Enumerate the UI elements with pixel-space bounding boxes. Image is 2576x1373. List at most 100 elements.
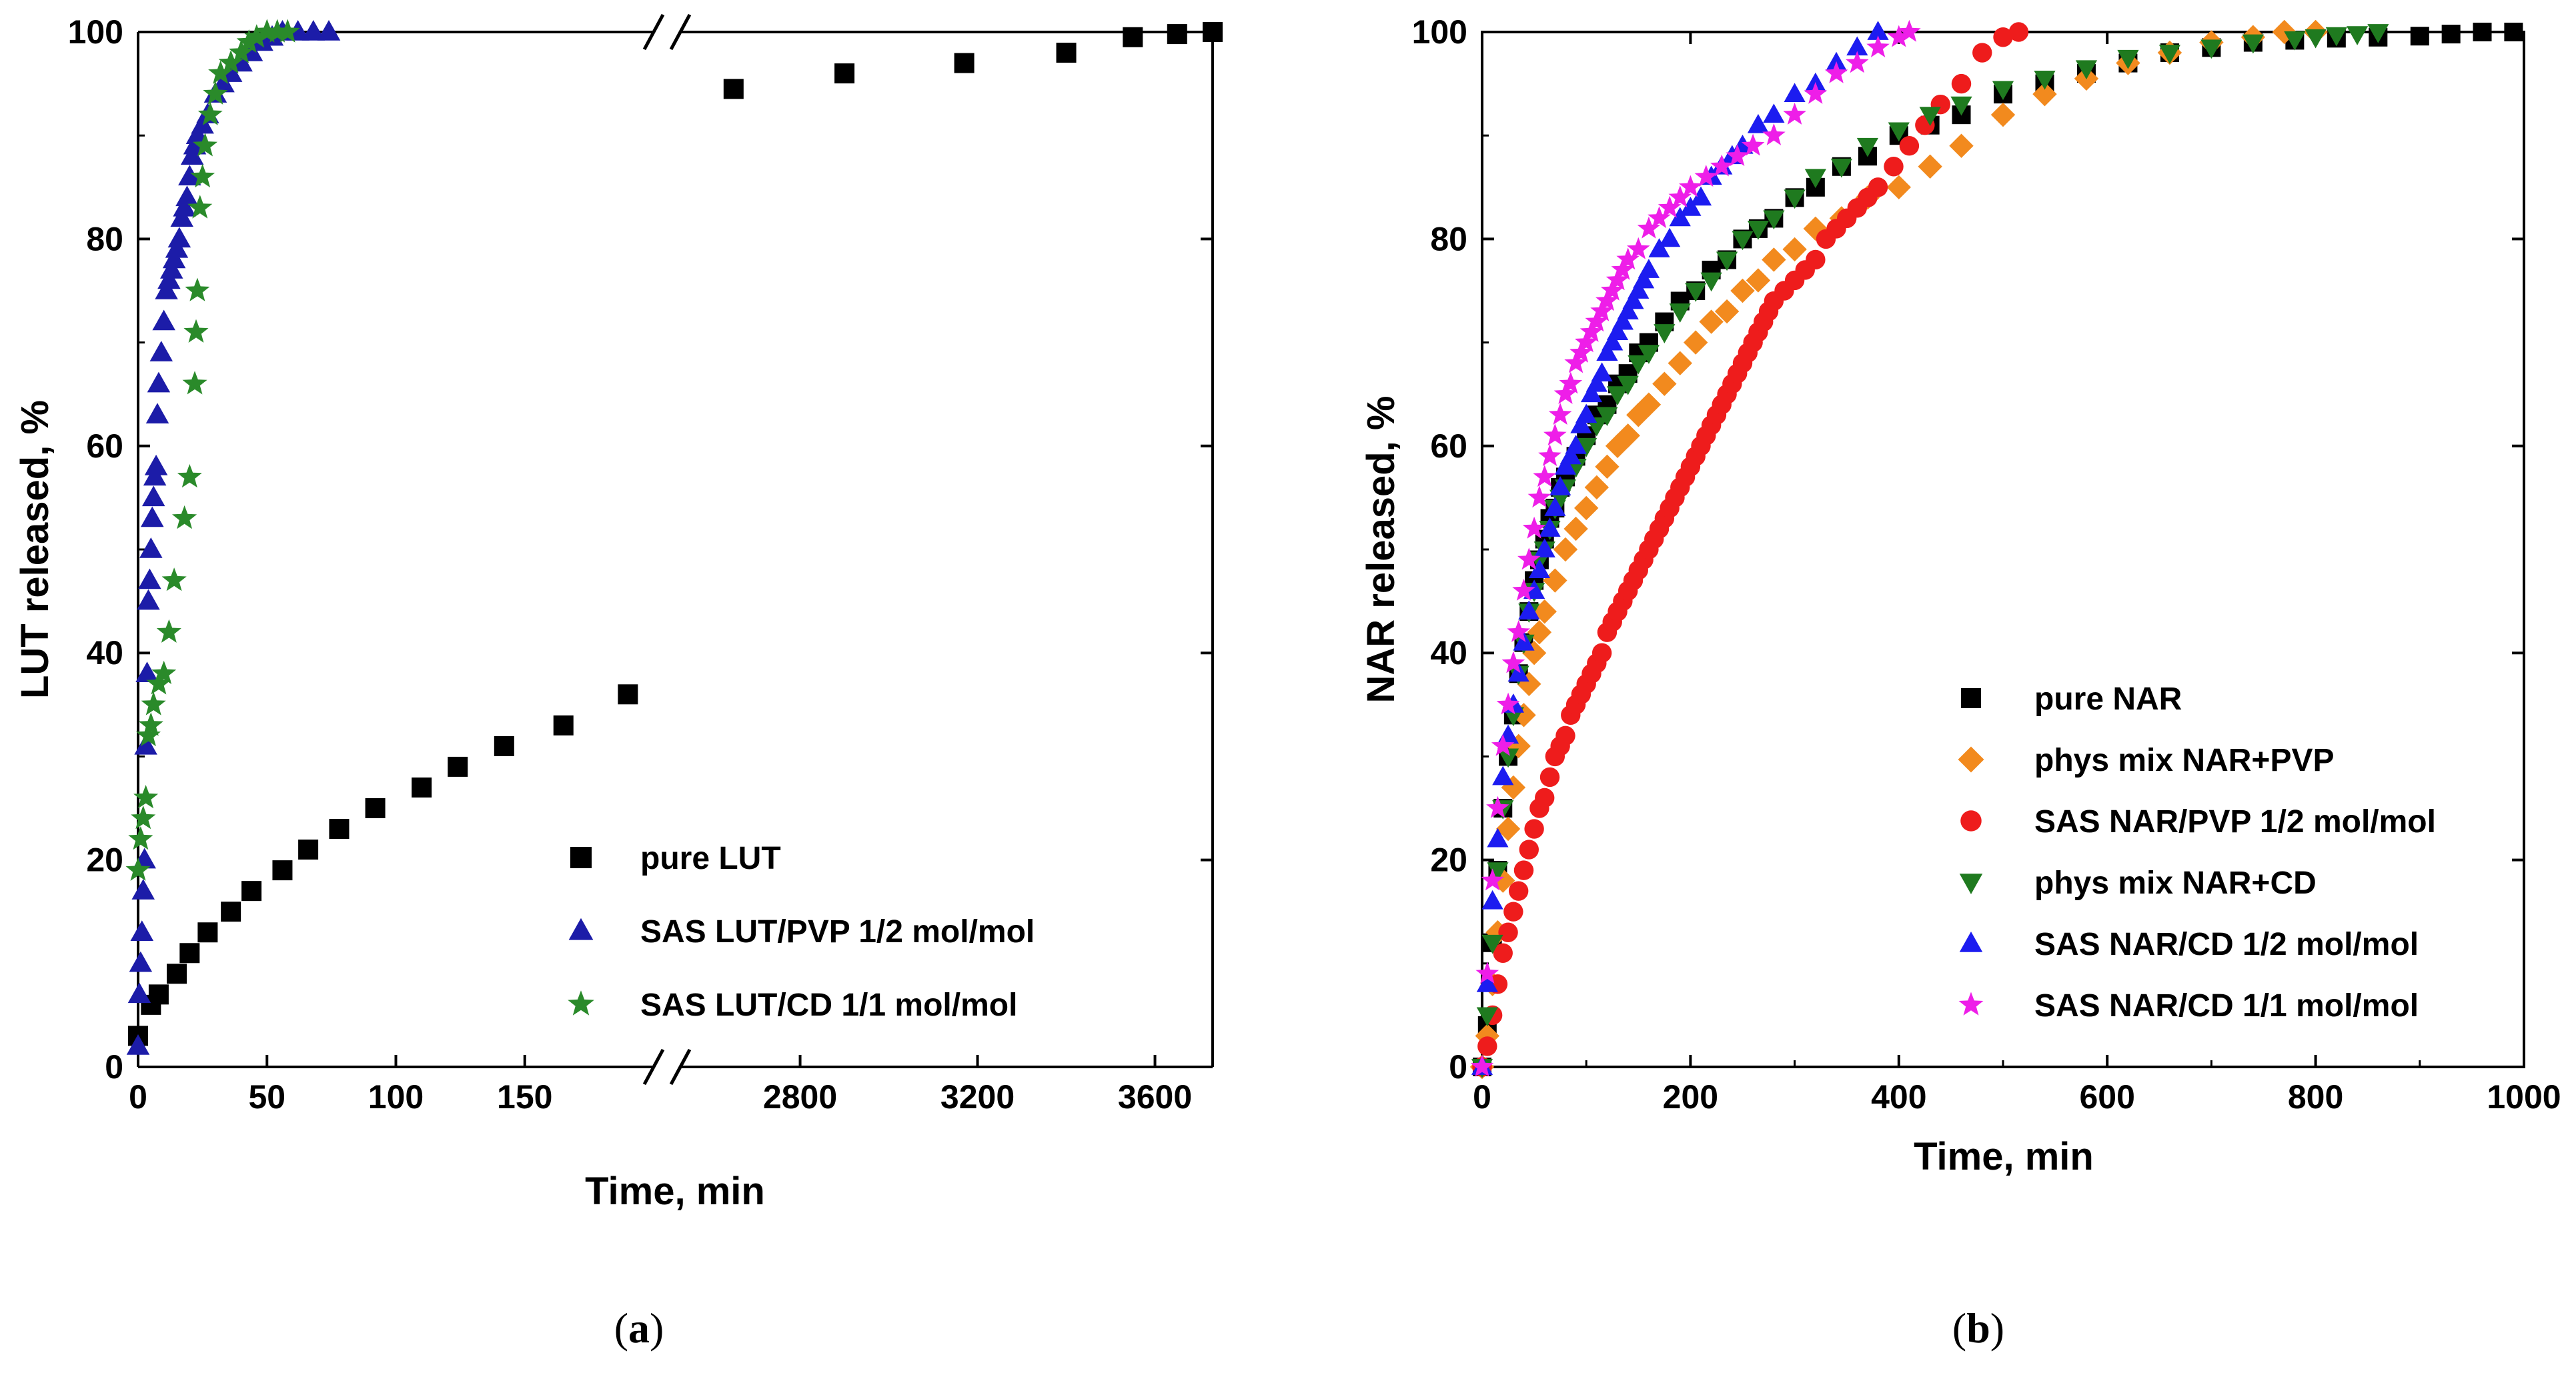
data-point [1521, 641, 1547, 665]
legend-label: SAS NAR/PVP 1/2 mol/mol [2034, 804, 2436, 840]
data-point [182, 371, 207, 395]
data-point [2504, 23, 2523, 41]
data-point [1633, 269, 1655, 289]
data-point [1575, 403, 1597, 423]
data-point [1476, 973, 1498, 992]
data-point [1507, 620, 1530, 642]
data-point [127, 982, 151, 1004]
data-point [1203, 22, 1223, 42]
data-point [1652, 371, 1677, 396]
data-point [1527, 619, 1552, 645]
data-point [2200, 39, 2222, 59]
data-point [185, 277, 210, 301]
x-tick-label: 3200 [940, 1078, 1015, 1116]
data-point [145, 403, 169, 423]
data-point [126, 1034, 150, 1055]
data-point [1726, 144, 1749, 166]
data-point [241, 881, 262, 902]
data-point [135, 722, 161, 747]
data-point [1591, 362, 1613, 382]
data-point [203, 81, 228, 105]
data-point [1669, 207, 1691, 227]
x-tick-label: 600 [2079, 1078, 2134, 1116]
data-point [131, 879, 155, 900]
data-point [1497, 748, 1519, 768]
data-point [1517, 547, 1541, 570]
data-point [1899, 136, 1920, 156]
legend-marker [1959, 874, 1983, 894]
data-point [1511, 703, 1536, 728]
data-point [2305, 29, 2327, 49]
data-point [1784, 83, 1806, 103]
data-point [1866, 35, 1890, 57]
data-point [365, 798, 386, 818]
data-point [1637, 216, 1661, 239]
data-point [1784, 189, 1806, 209]
data-point [1470, 1054, 1494, 1077]
legend-label: SAS NAR/CD 1/1 mol/mol [2034, 988, 2419, 1024]
y-axis-title: LUT released, % [13, 400, 57, 699]
data-point [2117, 49, 2139, 69]
legend: pure NAR phys mix NAR+PVP SAS NAR/PVP 1/2 … [1958, 681, 2436, 1024]
series-2 [126, 20, 341, 1055]
data-point [1553, 382, 1577, 404]
data-point [1508, 881, 1529, 901]
data-point [197, 922, 218, 943]
panel-label-letter: b [1966, 1304, 1990, 1352]
data-point [2325, 27, 2347, 47]
data-point [1867, 21, 1889, 40]
data-point [494, 736, 514, 756]
data-point [1123, 27, 1143, 47]
data-point [1543, 423, 1567, 445]
data-point [1481, 868, 1504, 891]
data-point [1543, 568, 1567, 593]
data-point [187, 195, 213, 219]
data-point [1564, 351, 1587, 373]
data-point [1730, 278, 1755, 303]
legend-marker [1959, 932, 1983, 952]
data-point [1585, 372, 1607, 392]
data-point [191, 113, 214, 134]
legend-marker [1958, 992, 1984, 1016]
y-tick-label: 0 [105, 1048, 123, 1086]
series-2 [1469, 19, 2328, 1080]
data-point [190, 163, 215, 188]
data-point [148, 984, 169, 1005]
data-point [125, 857, 151, 881]
data-point [2441, 25, 2461, 44]
axis-break-mark [642, 13, 692, 51]
data-point [1596, 407, 1618, 427]
data-point [1476, 1007, 1498, 1027]
x-tick-label: 800 [2288, 1078, 2343, 1116]
data-point [236, 29, 261, 53]
data-point [1475, 962, 1499, 984]
data-point [131, 806, 156, 830]
data-point [1668, 351, 1692, 375]
data-point [166, 964, 187, 984]
data-point [1638, 345, 1660, 364]
data-point [1806, 249, 1826, 270]
data-point [1763, 210, 1785, 230]
x-tick-label: 0 [129, 1078, 147, 1116]
data-points [1469, 19, 2523, 1080]
data-point [1746, 268, 1771, 293]
data-point [1481, 934, 1503, 954]
data-point [1606, 386, 1629, 405]
data-point [1493, 943, 1513, 963]
data-point [1512, 578, 1535, 601]
data-point [1694, 165, 1718, 187]
legend-label: SAS LUT/CD 1/1 mol/mol [640, 988, 1017, 1023]
data-point [1886, 175, 1911, 199]
data-point [2473, 23, 2492, 41]
legend-marker [570, 847, 592, 868]
data-point [1492, 766, 1514, 786]
data-point [1533, 465, 1556, 487]
data-point [162, 247, 186, 269]
legend-marker [1961, 688, 1981, 708]
y-tick-label: 100 [1412, 13, 1467, 51]
legend-label: SAS NAR/CD 1/2 mol/mol [2034, 927, 2419, 962]
data-point [2075, 60, 2098, 80]
data-point [141, 485, 165, 507]
data-point [2284, 31, 2306, 51]
data-point [1555, 726, 1575, 746]
